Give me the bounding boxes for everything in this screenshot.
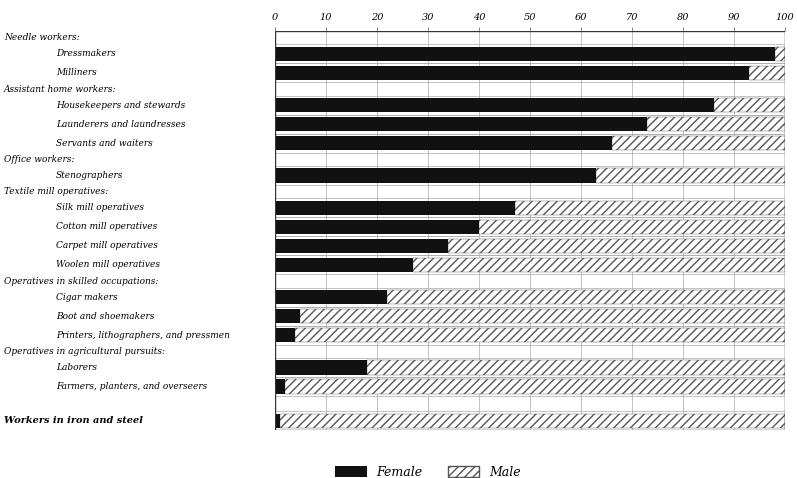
Text: Woolen mill operatives: Woolen mill operatives [56, 261, 159, 269]
Bar [300, 309, 785, 323]
Text: Farmers, planters, and overseers: Farmers, planters, and overseers [56, 382, 207, 391]
Bar [449, 239, 785, 253]
Bar [275, 220, 479, 234]
Text: Operatives in skilled occupations:: Operatives in skilled occupations: [4, 276, 159, 285]
Text: Assistant home workers:: Assistant home workers: [4, 85, 116, 94]
Bar [275, 413, 280, 428]
Bar [275, 201, 515, 215]
Bar [367, 360, 785, 375]
Bar [275, 136, 611, 151]
Text: Silk mill operatives: Silk mill operatives [56, 203, 143, 212]
Bar [275, 309, 300, 323]
Bar [713, 98, 785, 112]
Text: Servants and waiters: Servants and waiters [56, 139, 152, 148]
Bar [275, 47, 775, 61]
Text: Dressmakers: Dressmakers [56, 49, 116, 58]
Text: Stenographers: Stenographers [56, 171, 124, 180]
Legend: Female, Male: Female, Male [331, 461, 525, 478]
Text: Milliners: Milliners [56, 68, 96, 77]
Text: Cigar makers: Cigar makers [56, 293, 117, 302]
Bar [749, 66, 785, 80]
Text: Housekeepers and stewards: Housekeepers and stewards [56, 101, 185, 109]
Bar [285, 380, 785, 393]
Bar [479, 220, 785, 234]
Text: Needle workers:: Needle workers: [4, 33, 80, 42]
Text: Launderers and laundresses: Launderers and laundresses [56, 120, 185, 129]
Text: Cotton mill operatives: Cotton mill operatives [56, 222, 157, 231]
Bar [275, 258, 413, 272]
Bar [275, 66, 749, 80]
Bar [280, 413, 785, 428]
Text: Printers, lithographers, and pressmen: Printers, lithographers, and pressmen [56, 331, 230, 340]
Bar [275, 328, 296, 342]
Bar [275, 98, 713, 112]
Bar [275, 380, 285, 393]
Text: Operatives in agricultural pursuits:: Operatives in agricultural pursuits: [4, 347, 165, 356]
Text: Office workers:: Office workers: [4, 155, 74, 164]
Text: Textile mill operatives:: Textile mill operatives: [4, 187, 108, 196]
Bar [775, 47, 785, 61]
Text: Boot and shoemakers: Boot and shoemakers [56, 312, 154, 321]
Bar [275, 168, 596, 183]
Bar [275, 290, 387, 304]
Bar [647, 117, 785, 131]
Bar [596, 168, 785, 183]
Text: Workers in iron and steel: Workers in iron and steel [4, 416, 143, 425]
Bar [275, 117, 647, 131]
Bar [515, 201, 785, 215]
Text: Laborers: Laborers [56, 363, 96, 372]
Bar [611, 136, 785, 151]
Bar [275, 239, 449, 253]
Bar [387, 290, 785, 304]
Bar [413, 258, 785, 272]
Text: Carpet mill operatives: Carpet mill operatives [56, 241, 158, 250]
Bar [296, 328, 785, 342]
Bar [275, 360, 367, 375]
